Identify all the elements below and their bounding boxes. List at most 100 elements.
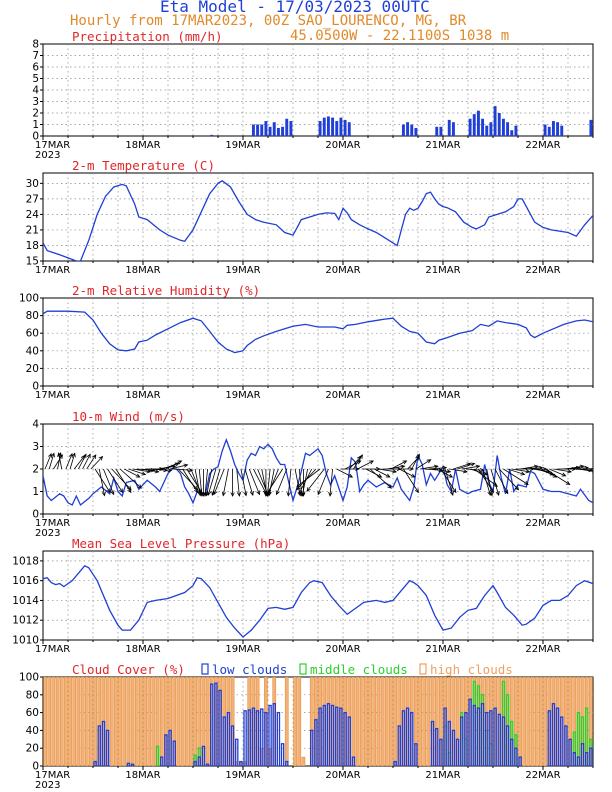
wind-arrow [107,468,123,493]
high-cloud-bar [80,677,85,766]
precip-bar [514,125,518,136]
low-cloud-bar [455,738,460,766]
wind-arrow-head [542,466,548,472]
precip-bar [439,126,443,136]
high-cloud-bar [380,677,385,766]
low-cloud-bar [255,710,260,766]
y-tick-label: 5 [32,73,39,85]
low-cloud-bar [447,720,451,766]
wind-arrow [306,468,325,492]
panel-2: 15 18 21 24 27 30 17MAR 18MAR 19MAR 20MAR 21MAR 22M… [26,158,594,276]
plot-area [43,564,593,638]
wind-arrow [44,453,52,470]
wind-arrow-head [275,490,280,496]
legend-swatch [299,663,307,675]
x-tick-label: 19MAR [225,265,260,276]
wind-arrow [296,468,321,487]
high-cloud-bar [51,677,56,766]
wind-arrow-head [301,491,306,497]
wind-arrow [98,468,105,496]
high-cloud-bar [372,677,377,766]
high-cloud-bar [59,677,64,766]
wind-arrow [111,468,132,490]
middle-cloud-bar [155,745,160,766]
wind-arrow-head [520,471,526,476]
precip-bar [472,114,476,136]
panel-3: 0 20 40 60 80 100 17MAR 18MAR 19MAR 20MAR 21MAR 22M… [19,283,594,401]
wind-arrow-head [57,452,62,457]
precip-bar [485,125,489,136]
wind-arrow [236,468,240,496]
middle-cloud-bar [193,754,197,766]
low-cloud-bar [101,720,106,766]
y-tick-label: 100 [19,672,39,684]
x-tick-label: 19MAR [225,390,260,401]
low-cloud-bar [451,729,456,766]
high-cloud-bar [422,677,427,766]
series-line [43,437,593,507]
wind-arrow [78,454,87,470]
wind-arrow [132,468,151,473]
wind-arrow [82,454,91,470]
high-cloud-bar [568,677,572,766]
high-cloud-bar [359,677,364,766]
wind-arrow [276,468,288,495]
wind-arrow [69,453,76,470]
y-tick-label: 80 [26,689,39,701]
y-tick-label: 1012 [12,615,39,627]
high-cloud-bar [72,677,77,766]
low-cloud-bar [201,745,206,766]
wind-arrow-head [358,454,363,459]
y-tick-label: 60 [26,328,39,340]
high-cloud-bar [43,677,47,766]
wind-arrow [399,468,416,478]
low-cloud-bar [580,743,585,766]
high-cloud-bar [284,677,289,766]
y-tick-label: 30 [26,178,39,190]
low-cloud-bar [435,727,439,766]
wind-arrow [329,468,333,496]
wind-arrow [253,468,267,494]
high-cloud-bar [126,677,131,766]
low-cloud-bar [576,756,581,766]
wind-arrow-head [174,462,180,467]
legend-swatch [419,663,427,675]
x-tick-label: 17MAR [35,770,70,781]
plot-area [43,310,593,354]
low-cloud-bar [514,747,518,766]
wind-arrow [536,468,554,475]
low-cloud-bar [226,711,231,766]
precip-bar [447,119,451,136]
wind-arrow [128,468,146,475]
x-tick-label: 21MAR [425,140,460,151]
wind-arrow [486,468,493,496]
low-cloud-bar [480,703,485,766]
low-cloud-bar [405,707,410,766]
x-tick-label: 17MAR [35,140,70,151]
wind-arrow [124,468,141,478]
wind-arrow-head [387,484,392,489]
precip-bar [406,122,410,136]
panel-title: 2-m Temperature (C) [72,158,215,173]
wind-arrow-head [110,490,115,496]
wind-arrow [520,465,538,470]
wind-arrow [48,453,55,470]
low-cloud-bar [560,716,564,766]
wind-arrow [378,468,397,473]
wind-arrow [119,468,142,489]
low-cloud-bar [572,752,576,766]
wind-arrow-head [479,468,485,473]
year-label: 2023 [35,150,60,161]
high-cloud-bar [97,677,102,766]
high-cloud-bar [197,677,202,766]
low-cloud-bar [397,725,401,766]
x-tick-label: 22MAR [525,390,560,401]
wind-arrow [140,468,159,473]
y-tick-label: 1 [32,486,39,498]
x-tick-label: 19MAR [225,140,260,151]
wind-arrow-head [154,469,160,474]
wind-arrow [65,453,73,470]
wind-arrow-head [493,482,498,487]
panel-6: 0 20 40 60 80 100 17MAR 18MAR 19MAR 20MAR 21MAR 22M… [19,662,594,791]
wind-arrow [415,459,431,470]
